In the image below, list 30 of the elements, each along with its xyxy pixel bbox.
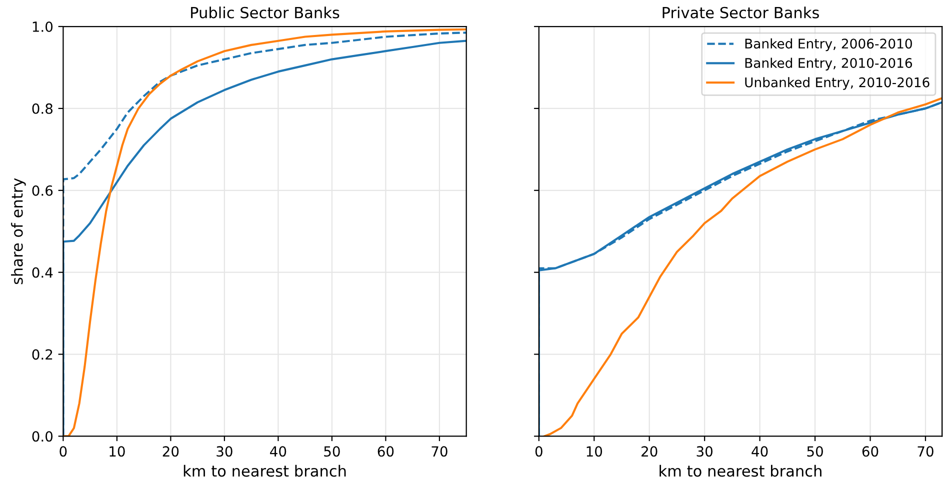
x-tick-label: 70 (918, 446, 934, 457)
x-tick-label: 60 (862, 446, 878, 457)
x-tick-label: 60 (378, 446, 394, 457)
x-tick-label: 20 (642, 446, 658, 457)
y-tick-label: 0.2 (32, 349, 52, 360)
y-tick-label: 0.0 (32, 431, 53, 442)
x-tick-label: 50 (807, 446, 823, 457)
x-tick-label: 50 (324, 446, 340, 457)
x-tick-label: 20 (162, 446, 179, 457)
x-tick-label: 40 (752, 446, 768, 457)
chart-title: Private Sector Banks (662, 6, 819, 18)
x-tick-label: 70 (432, 446, 448, 457)
x-tick-label: 0 (535, 446, 542, 457)
y-tick-label: 1.0 (32, 21, 53, 32)
x-tick-label: 40 (270, 446, 286, 457)
x-tick-label: 30 (216, 446, 232, 457)
legend-label: Banked Entry, 2010-2016 (745, 58, 912, 71)
chart-title: Public Sector Banks (191, 6, 340, 18)
x-tick-label: 0 (60, 446, 67, 457)
x-axis-title: km to nearest branch (184, 464, 346, 477)
y-tick-label: 0.4 (32, 267, 53, 278)
y-tick-label: 0.6 (32, 185, 53, 196)
x-tick-label: 30 (696, 446, 712, 457)
x-tick-label: 10 (586, 446, 602, 457)
legend-label: Banked Entry, 2006-2010 (745, 38, 912, 52)
y-axis-title: share of entry (11, 178, 26, 284)
x-tick-label: 10 (110, 446, 125, 457)
legend-label: Unbanked Entry, 2010-2016 (745, 77, 930, 90)
x-axis-title: km to nearest branch (660, 464, 822, 477)
y-tick-label: 0.8 (32, 103, 53, 114)
